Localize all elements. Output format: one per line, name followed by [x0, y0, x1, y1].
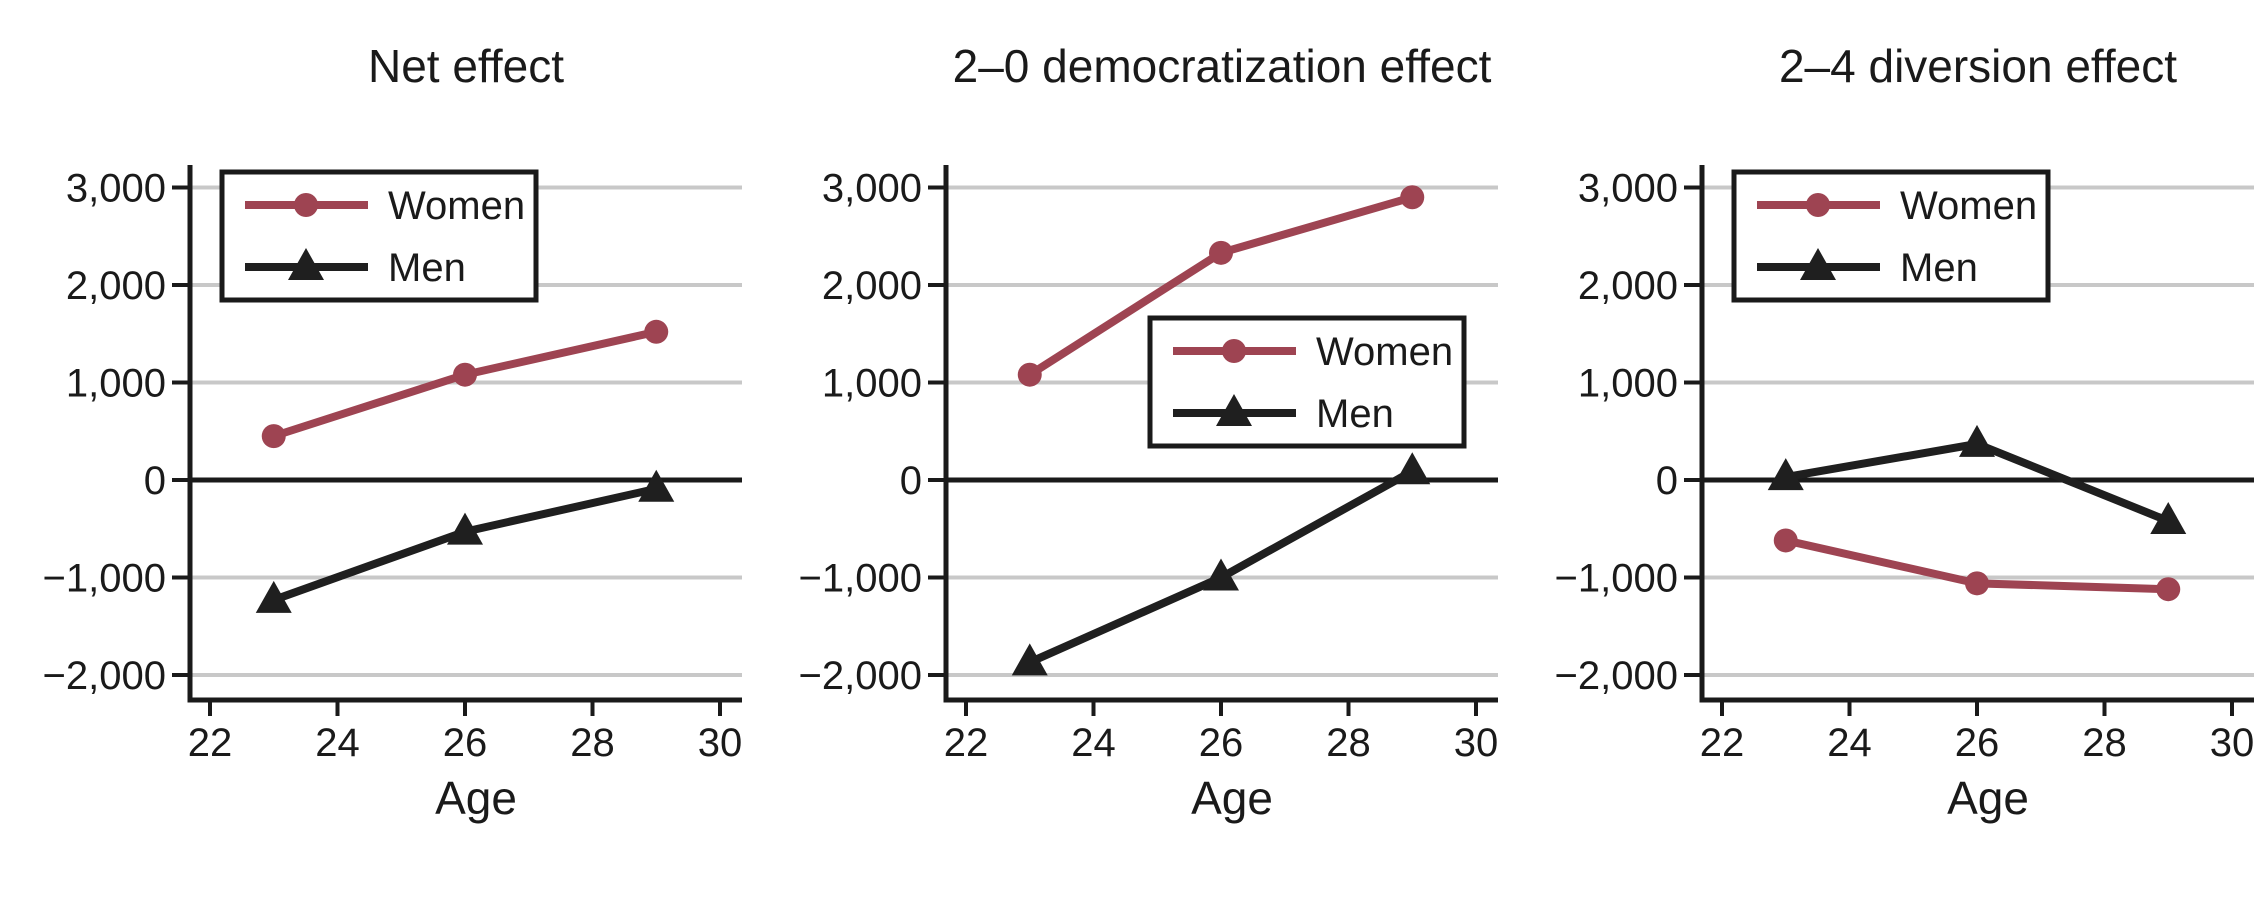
y-tick-label-2000: 2,000	[66, 264, 166, 308]
y-tick-label-1000: 1,000	[66, 362, 166, 406]
y-tick-label--2000: −2,000	[799, 654, 922, 698]
x-tick-label-24: 24	[1071, 721, 1116, 765]
y-tick-label--2000: −2,000	[1555, 654, 1678, 698]
data-point-men-age-26	[447, 512, 483, 545]
data-point-women-age-29	[2156, 577, 2181, 602]
data-point-men-age-26	[1203, 558, 1239, 591]
x-tick-label-26: 26	[443, 721, 488, 765]
chart-title: Net effect	[368, 40, 564, 92]
y-tick-label-1000: 1,000	[1578, 362, 1678, 406]
x-axis-title: Age	[1191, 772, 1273, 824]
x-tick-label-26: 26	[1199, 721, 1244, 765]
x-tick-label-22: 22	[188, 721, 233, 765]
data-point-men-age-26	[1959, 424, 1995, 457]
legend-key-marker-men	[1216, 394, 1252, 426]
data-point-men-age-29	[2150, 501, 2187, 534]
x-tick-label-22: 22	[1700, 721, 1745, 765]
legend-key-marker-women	[1222, 339, 1246, 363]
legend-key-marker-men	[288, 248, 324, 280]
data-point-men-age-23	[1011, 643, 1048, 676]
chart-democratization-effect: 2–0 democratization effect 3,000 2,000 1,0…	[799, 40, 1499, 824]
data-point-women-age-23	[1773, 528, 1798, 553]
y-tick-label--1000: −1,000	[1555, 557, 1678, 601]
y-tick-label-1000: 1,000	[822, 362, 922, 406]
y-tick-label-2000: 2,000	[822, 264, 922, 308]
chart-net-effect: Net effect 3,000 2,000 1,000 0 −1,000 −2,000 2…	[43, 40, 743, 824]
y-tick-label--1000: −1,000	[799, 557, 922, 601]
legend-label-women: Women	[388, 184, 525, 228]
x-tick-label-28: 28	[2082, 721, 2127, 765]
y-tick-label-2000: 2,000	[1578, 264, 1678, 308]
y-tick-label--2000: −2,000	[43, 654, 166, 698]
data-point-women-age-23	[261, 424, 286, 449]
y-tick-label-0: 0	[144, 459, 166, 503]
data-point-women-age-23	[1017, 362, 1042, 387]
panel-diversion-effect: 2–4 diversion effect 3,000 2,000 1,000 0 −1,…	[1512, 0, 2268, 900]
legend-label-women: Women	[1316, 330, 1453, 374]
data-point-men-age-29	[638, 469, 675, 502]
y-tick-label--1000: −1,000	[43, 557, 166, 601]
panel-democratization-effect: 2–0 democratization effect 3,000 2,000 1,0…	[756, 0, 1512, 900]
x-tick-label-24: 24	[315, 721, 360, 765]
y-tick-label-0: 0	[1656, 459, 1678, 503]
legend-box	[1147, 315, 1467, 449]
x-tick-label-28: 28	[570, 721, 615, 765]
legend-key-marker-men	[1800, 248, 1836, 280]
x-tick-label-24: 24	[1827, 721, 1872, 765]
data-point-women-age-26	[453, 362, 477, 387]
x-axis-title: Age	[1947, 772, 2029, 824]
data-point-men-age-23	[1767, 458, 1804, 491]
x-tick-label-30: 30	[698, 721, 743, 765]
legend-key-marker-women	[294, 193, 318, 217]
y-tick-label-3000: 3,000	[1578, 167, 1678, 211]
data-point-women-age-26	[1965, 571, 1989, 596]
legend-label-men: Men	[388, 246, 466, 290]
legend-label-women: Women	[1900, 184, 2037, 228]
x-tick-label-30: 30	[1454, 721, 1499, 765]
x-tick-label-30: 30	[2210, 721, 2255, 765]
legend-box	[1731, 169, 2051, 303]
chart-title: 2–4 diversion effect	[1779, 40, 2177, 92]
legend-box	[219, 169, 539, 303]
panel-net-effect: Net effect 3,000 2,000 1,000 0 −1,000 −2,000 2…	[0, 0, 756, 900]
chart-title: 2–0 democratization effect	[953, 40, 1492, 92]
y-tick-label-0: 0	[900, 459, 922, 503]
y-tick-label-3000: 3,000	[822, 167, 922, 211]
data-point-women-age-26	[1209, 240, 1233, 265]
legend-label-men: Men	[1900, 246, 1978, 290]
data-point-women-age-29	[1400, 185, 1425, 210]
legend-label-men: Men	[1316, 392, 1394, 436]
chart-diversion-effect: 2–4 diversion effect 3,000 2,000 1,000 0 −1,…	[1555, 40, 2255, 824]
x-tick-label-26: 26	[1955, 721, 2000, 765]
data-point-men-age-23	[255, 580, 292, 613]
legend-key-marker-women	[1806, 193, 1830, 217]
y-tick-label-3000: 3,000	[66, 167, 166, 211]
data-point-women-age-29	[644, 319, 669, 344]
x-tick-label-28: 28	[1326, 721, 1371, 765]
data-point-men-age-29	[1394, 452, 1431, 485]
x-tick-label-22: 22	[944, 721, 989, 765]
x-axis-title: Age	[435, 772, 517, 824]
